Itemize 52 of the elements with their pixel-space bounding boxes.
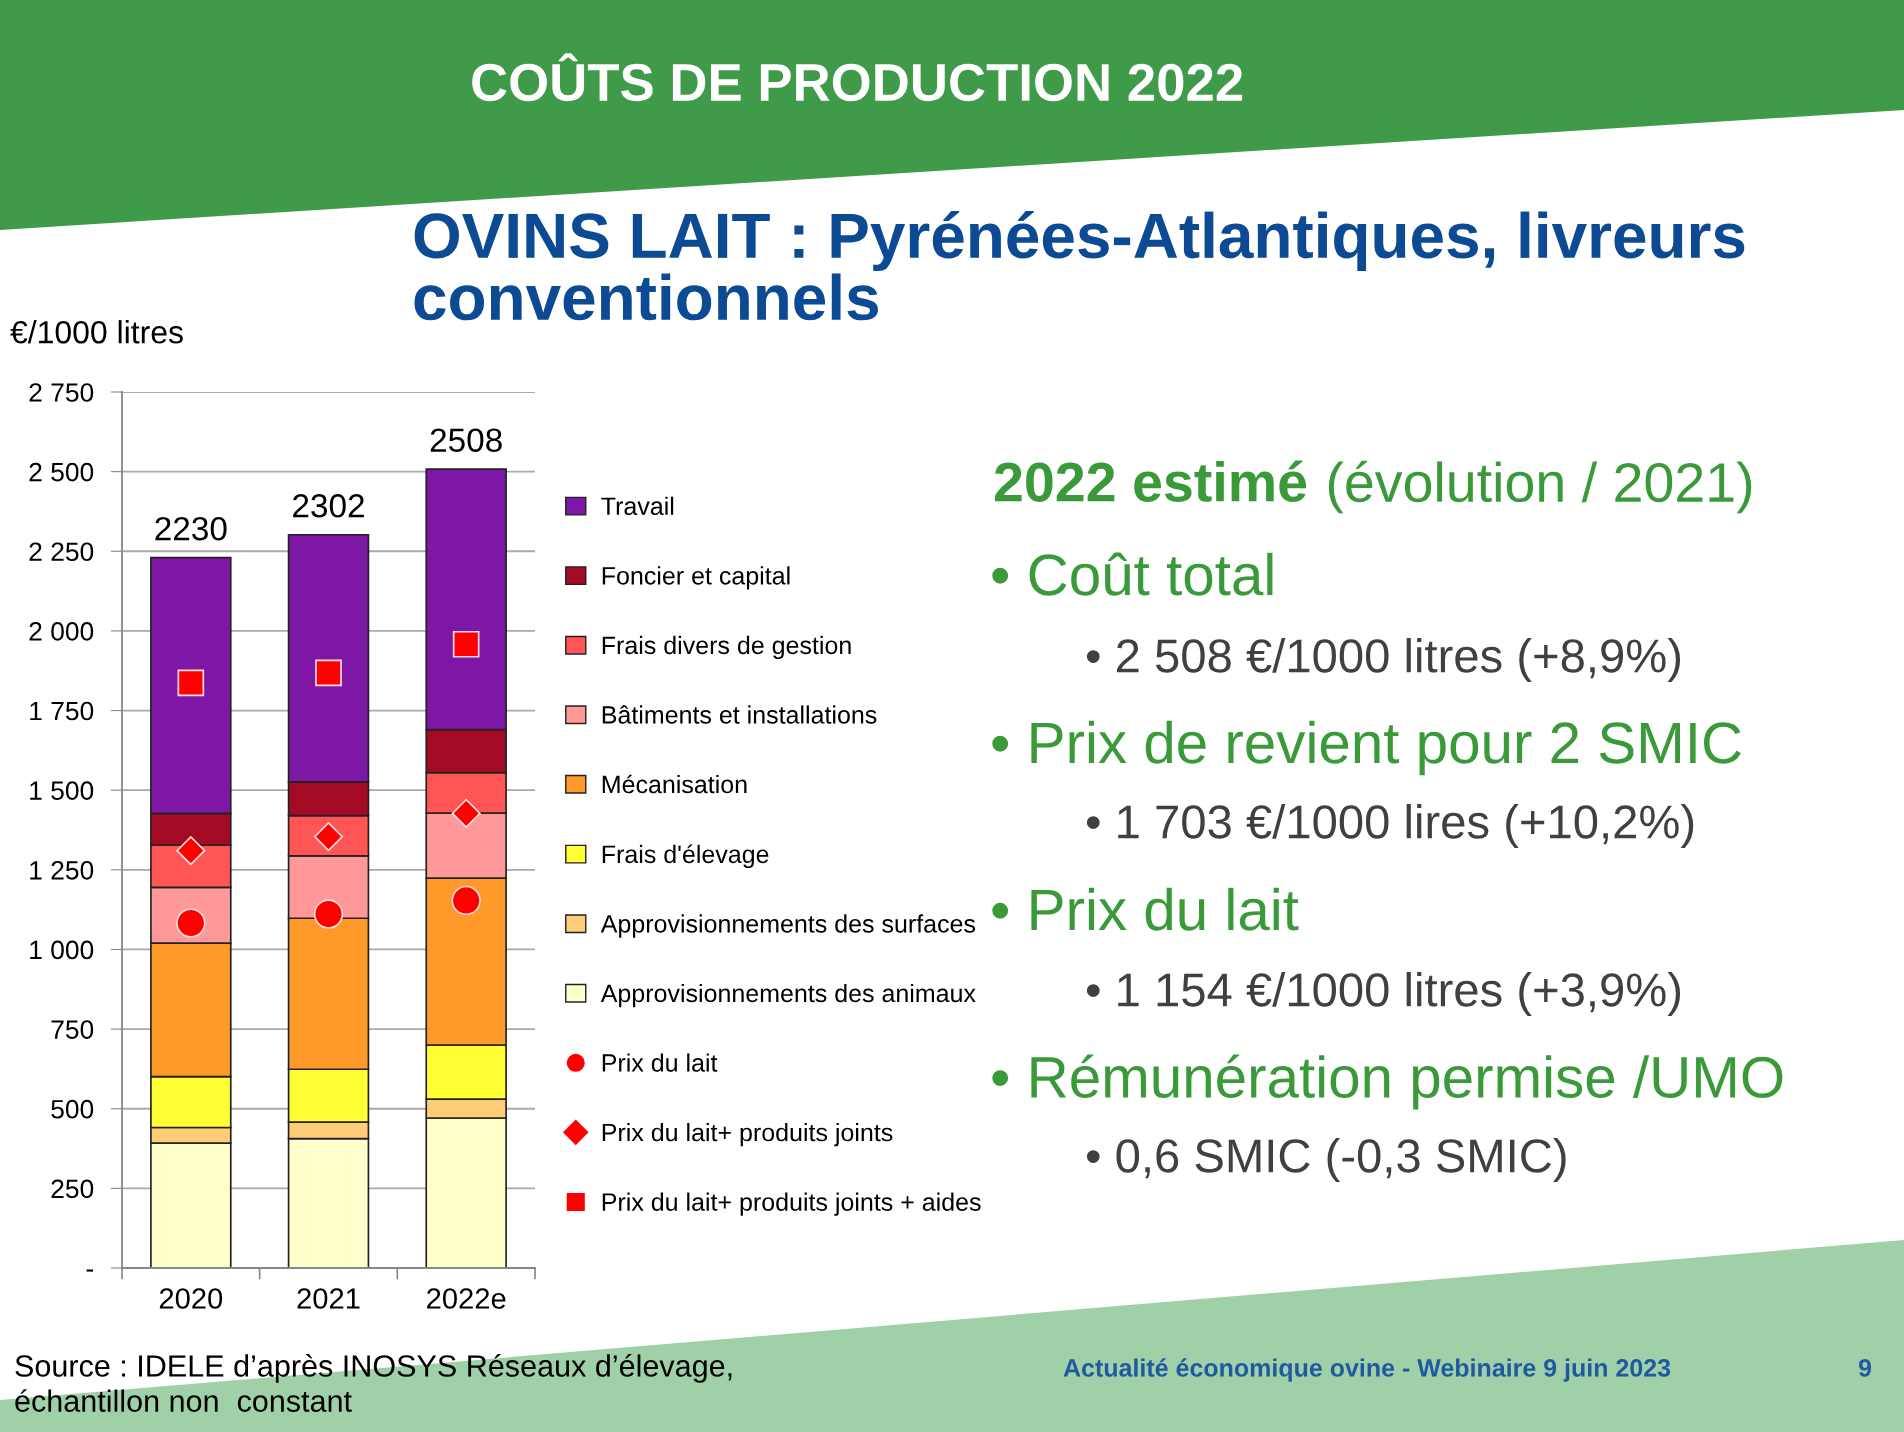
point [176,836,206,866]
x-tick-label: 2021 [297,1288,360,1309]
legend-label: Approvisionnements des animaux [600,983,976,1008]
text: • 0,6 SMIC (-0,3 SMIC) [1086,1137,1566,1182]
y-tick-label: 250 [51,1179,94,1199]
point [313,899,344,929]
text: • Prix de revient pour 2 SMIC [992,720,1741,776]
point [315,659,342,687]
y-tick-label: - [86,1269,94,1272]
text: • 1 703 €/1000 lires (+10,2%) [1086,803,1694,848]
point [451,798,481,829]
text: • 2 508 €/1000 litres (+8,9%) [1086,637,1681,682]
y-axis-title: €/1000 litres [10,320,183,344]
legend-label: Prix du lait [602,1053,718,1072]
source-note: Source : IDELE d’après INOSYS Réseaux d’élevage, échantillon non constant [15,1354,732,1412]
text: 2022 estimé [994,460,1307,502]
legend-label: Bâtiments et installations [602,705,877,724]
y-tick-label: 1 750 [30,701,94,721]
y-tick-label: 1 250 [30,860,94,880]
y-tick-label: 500 [51,1099,94,1119]
point [177,669,205,697]
legend-label: Prix du lait+ produits joints + aides [602,1192,981,1216]
total-label: 2302 [293,494,364,518]
point [451,885,481,916]
legend-label: Travail [601,496,674,516]
text: OVINS LAIT : Pyrénées-Atlantiques, livreurs conventionnels [414,211,1745,321]
text: • Rémunération permise /UMO [992,1054,1783,1110]
text: • Prix du lait [992,887,1299,931]
text: COÛTS DE PRODUCTION 2022 [472,53,1243,102]
y-tick-label: 2 000 [29,622,94,641]
y-tick-label: 1 500 [30,781,94,800]
legend-label: Approvisionnements des surfaces [600,914,976,938]
text: • 1 154 €/1000 litres (+3,9%) [1086,971,1681,1016]
text: (évolution / 2021) [1328,460,1752,514]
text: 9 [1858,1359,1872,1377]
y-tick-label: 2 750 [29,383,94,402]
legend-label: Foncier et capital [602,566,790,590]
total-label: 2230 [155,516,227,541]
point [452,630,480,658]
total-label: 2508 [430,428,502,452]
x-tick-label: 2022e [427,1288,506,1309]
text: Actualité économique ovine - Webinaire 9 juin 2023 [1063,1358,1671,1382]
legend-label: Frais d'élevage [602,844,769,869]
x-tick-label: 2020 [159,1288,223,1309]
y-tick-label: 750 [51,1020,94,1039]
y-tick-label: 2 250 [29,542,94,562]
y-tick-label: 2 500 [29,462,94,482]
legend-label: Prix du lait+ produits joints [602,1122,893,1147]
text: • Coût total [992,552,1273,596]
legend-label: Mécanisation [602,774,747,794]
y-tick-label: 1 000 [30,940,94,960]
legend-label: Frais divers de gestion [602,635,851,660]
